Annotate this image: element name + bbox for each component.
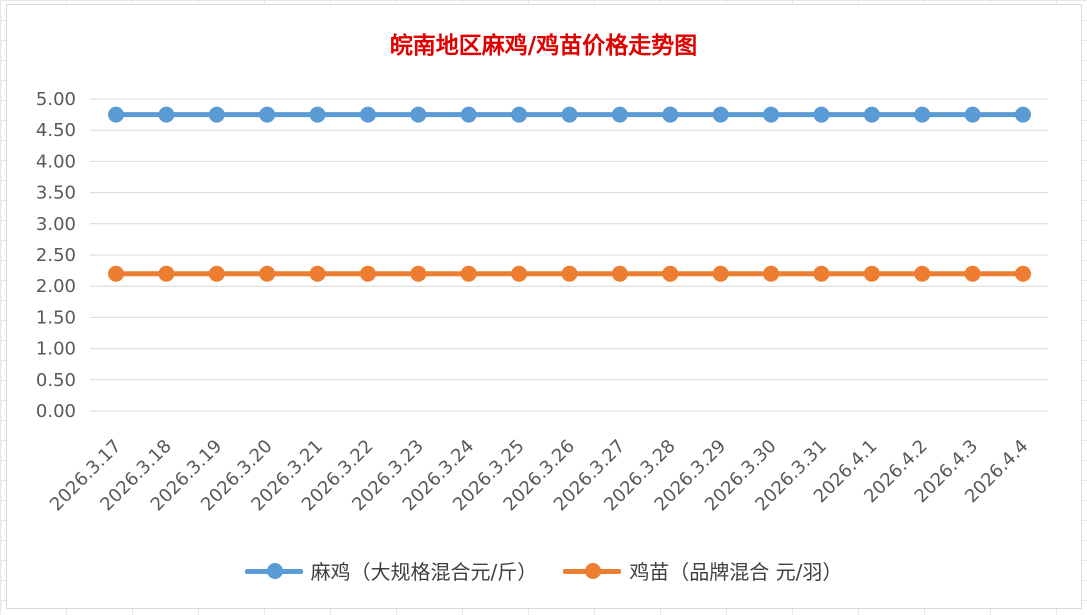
data-point <box>611 265 628 282</box>
y-tick-label: 4.50 <box>36 120 76 141</box>
legend-dot-series-2 <box>585 562 602 579</box>
y-tick-label: 4.00 <box>36 151 76 172</box>
y-tick-label: 3.50 <box>36 183 76 204</box>
data-point <box>863 265 880 282</box>
data-point <box>208 265 225 282</box>
legend: 麻鸡（大规格混合元/斤） 鸡苗（品牌混合 元/羽） <box>0 556 1087 585</box>
data-point <box>914 106 931 123</box>
data-point <box>511 265 528 282</box>
data-point <box>259 106 276 123</box>
data-point <box>410 106 427 123</box>
y-tick-label: 2.50 <box>36 245 76 266</box>
y-tick-label: 1.50 <box>36 307 76 328</box>
legend-dot-series-1 <box>266 562 283 579</box>
data-point <box>1015 106 1031 123</box>
data-point <box>208 106 225 123</box>
data-point <box>763 265 780 282</box>
legend-item-series-2[interactable]: 鸡苗（品牌混合 元/羽） <box>563 556 842 585</box>
data-point <box>460 106 477 123</box>
data-point <box>460 265 477 282</box>
data-point <box>964 106 981 123</box>
y-tick-label: 0.00 <box>36 401 76 422</box>
data-point <box>1015 265 1031 282</box>
data-point <box>158 265 175 282</box>
data-point <box>511 106 528 123</box>
data-point <box>309 265 326 282</box>
data-point <box>108 265 124 282</box>
y-tick-label: 0.50 <box>36 370 76 391</box>
data-point <box>662 106 679 123</box>
data-point <box>158 106 175 123</box>
legend-marker-series-2 <box>563 561 622 581</box>
chart-title: 皖南地区麻鸡/鸡苗价格走势图 <box>389 32 698 59</box>
data-point <box>108 106 124 123</box>
y-tick-label: 2.00 <box>36 276 76 297</box>
data-point <box>611 106 628 123</box>
legend-label-series-2: 鸡苗（品牌混合 元/羽） <box>629 560 843 584</box>
data-point <box>712 265 729 282</box>
y-tick-label: 1.00 <box>36 339 76 360</box>
data-point <box>410 265 427 282</box>
data-point <box>813 265 830 282</box>
data-point <box>813 106 830 123</box>
data-point <box>561 106 578 123</box>
data-point <box>763 106 780 123</box>
data-point <box>712 106 729 123</box>
data-point <box>914 265 931 282</box>
y-tick-label: 3.00 <box>36 214 76 235</box>
chart-area[interactable] <box>6 4 1082 609</box>
data-point <box>309 106 326 123</box>
data-point <box>863 106 880 123</box>
data-point <box>561 265 578 282</box>
data-point <box>964 265 981 282</box>
legend-label-series-1: 麻鸡（大规格混合元/斤） <box>310 560 538 584</box>
data-point <box>359 106 376 123</box>
data-point <box>662 265 679 282</box>
y-tick-label: 5.00 <box>36 89 76 110</box>
data-point <box>259 265 276 282</box>
legend-item-series-1[interactable]: 麻鸡（大规格混合元/斤） <box>244 556 538 585</box>
legend-marker-series-1 <box>244 561 303 581</box>
data-point <box>359 265 376 282</box>
